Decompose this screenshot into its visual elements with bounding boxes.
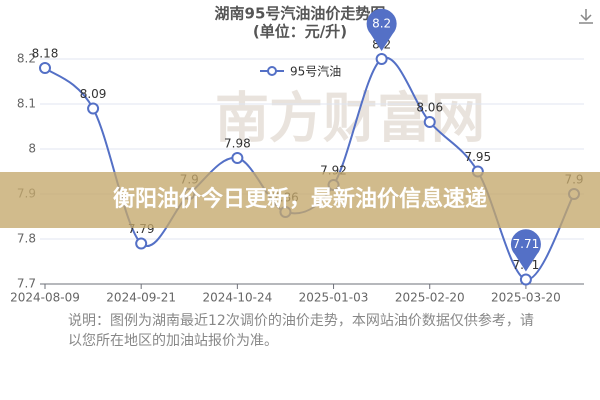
plot: 7.7 7.8 7.98 8.1 8.2 2024-08-09 2024-09-21 2024… [10, 8, 584, 305]
data-label: 8.18 [32, 47, 59, 61]
legend-label: 95号汽油 [290, 64, 341, 79]
data-label: 8.09 [80, 87, 107, 101]
legend-marker [267, 66, 277, 76]
x-tick-label: 2024-09-21 [106, 291, 176, 305]
mark-pin [510, 229, 541, 272]
mark-pin [366, 8, 397, 51]
point [135, 237, 148, 250]
y-tick-label: 7.7 [17, 277, 36, 291]
x-tick-label: 2024-10-24 [202, 291, 272, 305]
y-tick-label: 8 [28, 142, 36, 156]
point [423, 116, 436, 128]
download-icon-path [579, 9, 593, 24]
data-label: 7.98 [224, 137, 251, 151]
mark-pin-label: 8.2 [372, 17, 391, 31]
point [231, 152, 244, 164]
x-tick-label: 2025-02-20 [395, 291, 465, 305]
point [39, 62, 51, 74]
banner-text: 衡阳油价今日更新，最新油价信息速递 [113, 186, 487, 212]
banner-bg [0, 172, 600, 228]
y-tick-label: 8.1 [17, 97, 36, 111]
x-tick-label: 2025-03-20 [491, 291, 561, 305]
chart-title: 湖南95号汽油油价走势图 [215, 5, 386, 23]
data-label: 8.06 [416, 101, 443, 115]
chart-subtitle: (单位：元/升) [253, 23, 347, 41]
point [519, 273, 532, 286]
download-icon[interactable] [579, 9, 593, 24]
x-tick-label: 2025-01-03 [299, 291, 369, 305]
point [87, 102, 100, 115]
note: 说明：图例为湖南最近12次调价的油价走势，本网站油价数据仅供参考，请以您所在地区… [68, 313, 534, 349]
data-label: 7.95 [464, 150, 491, 164]
x-tick-label: 2024-08-09 [10, 291, 80, 305]
point [375, 53, 388, 65]
mark-pin-label: 7.71 [513, 237, 540, 251]
y-tick-label: 7.8 [17, 232, 36, 246]
y-tick-label: 8.2 [17, 52, 36, 66]
